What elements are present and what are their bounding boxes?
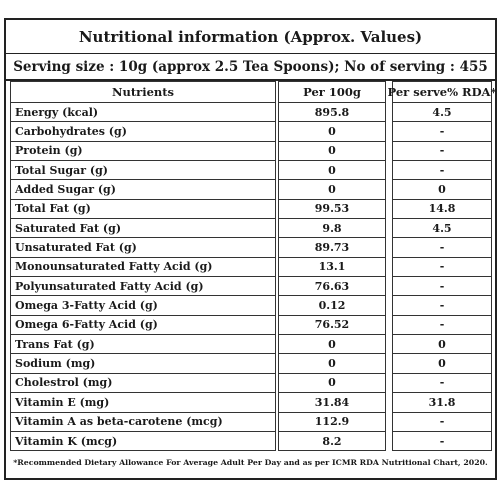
nutrient-name: Cholestrol (mg) [10,373,276,394]
table-row: Added Sugar (g) 0 0 [6,180,495,200]
table-row: Unsaturated Fat (g) 89.73- [6,238,495,258]
per-serve-rda-value: - [392,277,492,297]
nutrient-name: Omega 6-Fatty Acid (g) [10,315,276,336]
per-serve-rda-value: 31.8 [392,393,492,413]
nutrient-name: Unsaturated Fat (g) [10,238,276,258]
per-100g-value: 0 [278,373,386,394]
per-serve-rda-value: 4.5 [392,103,492,123]
per-serve-rda-value: 0 [392,354,492,374]
nutrition-panel: Nutritional information (Approx. Values)… [4,18,497,480]
nutrient-name: Total Sugar (g) [10,161,276,181]
table-header-row: Nutrients Per 100g Per serve% RDA* [6,81,496,103]
per-serve-rda-value: 14.8 [392,199,492,220]
table-row: Total Sugar (g) 0- [6,161,495,181]
per-100g-value: 76.52 [278,315,386,336]
per-100g-value: 895.8 [278,103,386,123]
per-serve-rda-value: - [392,431,492,452]
nutrient-name: Monounsaturated Fatty Acid (g) [10,257,276,278]
table-row: Monounsaturated Fatty Acid (g) 13.1- [6,257,495,278]
per-100g-value: 76.63 [278,277,386,297]
nutrient-name: Saturated Fat (g) [10,219,276,239]
header-nutrients: Nutrients [10,81,276,103]
table-row: Energy (kcal) 895.8 4.5 [6,103,495,123]
per-100g-value: 0 [278,161,386,181]
nutrition-table: Nutrients Per 100g Per serve% RDA* Energ… [6,81,496,452]
table-row: Total Fat (g) 99.53 14.8 [6,199,495,220]
per-serve-rda-value: - [392,238,492,258]
nutrient-name: Vitamin A as beta-carotene (mcg) [10,412,276,432]
table-row: Protein (g) 0- [6,141,495,162]
header-per-100g: Per 100g [278,81,386,103]
nutrient-name: Trans Fat (g) [10,335,276,355]
table-row: Vitamin K (mcg) 8.2- [6,431,495,452]
per-100g-value: 9.8 [278,219,386,239]
per-100g-value: 8.2 [278,431,386,452]
table-row: Vitamin E (mg) 31.84 31.8 [6,393,495,413]
nutrient-name: Omega 3-Fatty Acid (g) [10,296,276,316]
per-serve-rda-value: - [392,122,492,142]
per-100g-value: 13.1 [278,257,386,278]
nutrient-name: Carbohydrates (g) [10,122,276,142]
nutrient-name: Protein (g) [10,141,276,162]
footnote: *Recommended Dietary Allowance For Avera… [13,458,488,467]
per-serve-rda-value: - [392,315,492,336]
per-serve-rda-value: 4.5 [392,219,492,239]
table-row: Cholestrol (mg) 0- [6,373,495,394]
table-row: Omega 6-Fatty Acid (g) 76.52- [6,315,495,336]
per-100g-value: 0 [278,122,386,142]
per-serve-rda-value: - [392,412,492,432]
table-row: Omega 3-Fatty Acid (g) 0.12- [6,296,495,316]
per-serve-rda-value: - [392,161,492,181]
per-100g-value: 0 [278,180,386,200]
table-row: Carbohydrates (g) 0- [6,122,495,142]
table-body: Energy (kcal) 895.8 4.5 Carbohydrates (g) 0-… [6,103,495,452]
nutrient-name: Total Fat (g) [10,199,276,220]
table-row: Trans Fat (g) 0 0 [6,335,495,355]
nutrient-name: Vitamin E (mg) [10,393,276,413]
per-serve-rda-value: 0 [392,180,492,200]
per-serve-rda-value: - [392,141,492,162]
table-row: Sodium (mg) 0 0 [6,354,495,374]
nutrient-name: Vitamin K (mcg) [10,431,276,452]
table-row: Saturated Fat (g) 9.8 4.5 [6,219,495,239]
per-serve-rda-value: 0 [392,335,492,355]
per-100g-value: 112.9 [278,412,386,432]
header-per-serve-rda: Per serve% RDA* [388,81,496,103]
nutrient-name: Added Sugar (g) [10,180,276,200]
per-100g-value: 0 [278,141,386,162]
per-serve-rda-value: - [392,373,492,394]
table-row: Polyunsaturated Fatty Acid (g) 76.63- [6,277,495,297]
table-row: Vitamin A as beta-carotene (mcg) 112.9- [6,412,495,432]
nutrient-name: Sodium (mg) [10,354,276,374]
nutrient-name: Polyunsaturated Fatty Acid (g) [10,277,276,297]
per-serve-rda-value: - [392,257,492,278]
nutrient-name: Energy (kcal) [10,103,276,123]
per-100g-value: 89.73 [278,238,386,258]
per-100g-value: 31.84 [278,393,386,413]
per-100g-value: 99.53 [278,199,386,220]
per-100g-value: 0.12 [278,296,386,316]
panel-title: Nutritional information (Approx. Values) [6,20,495,54]
per-100g-value: 0 [278,335,386,355]
serving-info: Serving size : 10g (approx 2.5 Tea Spoon… [6,54,495,81]
per-serve-rda-value: - [392,296,492,316]
per-100g-value: 0 [278,354,386,374]
